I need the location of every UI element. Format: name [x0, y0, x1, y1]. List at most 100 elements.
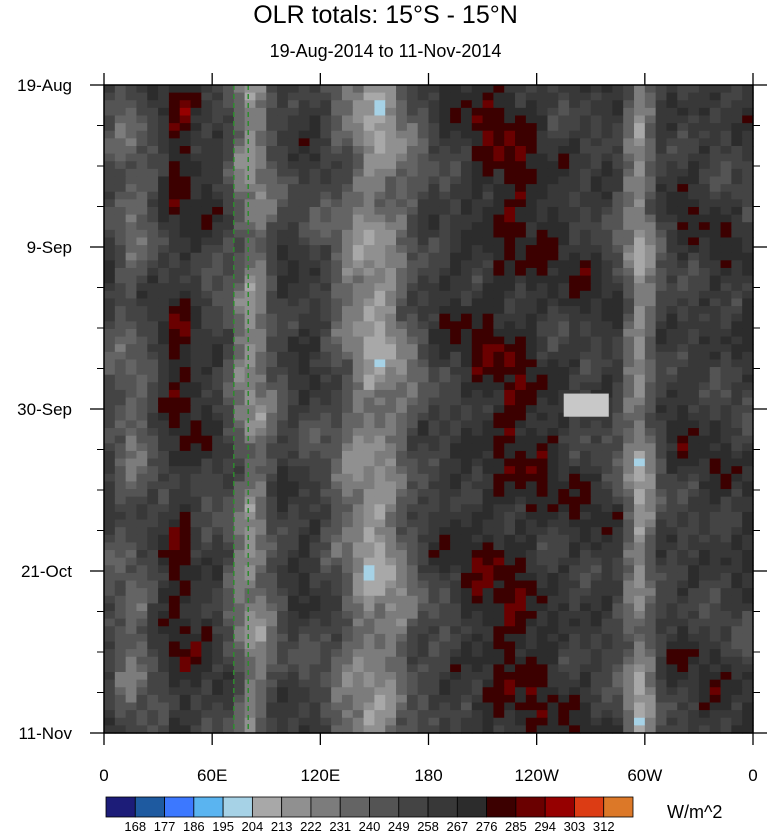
olr-cell: [655, 595, 668, 604]
olr-cell: [709, 115, 722, 124]
olr-cell: [698, 222, 711, 231]
olr-cell: [460, 382, 473, 391]
olr-cell: [212, 641, 224, 650]
olr-cell: [504, 359, 516, 368]
olr-cell: [114, 237, 127, 246]
olr-cell: [190, 694, 202, 704]
olr-cell: [709, 580, 722, 589]
olr-cell: [374, 130, 386, 139]
olr-cell: [114, 206, 127, 216]
olr-cell: [374, 603, 386, 612]
olr-cell: [698, 580, 711, 589]
olr-cell: [623, 511, 635, 521]
olr-cell: [688, 191, 700, 200]
olr-cell: [396, 328, 408, 338]
olr-cell: [439, 351, 451, 361]
olr-cell: [493, 85, 505, 94]
olr-cell: [439, 435, 451, 444]
olr-cell: [266, 603, 278, 612]
olr-cell: [244, 633, 257, 643]
olr-cell: [255, 107, 267, 117]
olr-cell: [212, 176, 224, 185]
olr-cell: [222, 473, 235, 483]
olr-cell: [406, 161, 419, 170]
olr-cell: [190, 565, 202, 574]
olr-cell: [482, 359, 494, 368]
olr-cell: [536, 336, 549, 345]
olr-cell: [579, 260, 592, 269]
olr-cell: [309, 92, 321, 101]
olr-cell: [179, 504, 192, 513]
olr-cell: [396, 694, 408, 704]
olr-cell: [104, 206, 116, 216]
olr-cell: [385, 519, 397, 528]
olr-cell: [439, 618, 451, 627]
olr-cell: [201, 534, 213, 544]
olr-cell: [536, 206, 549, 216]
olr-cell: [644, 267, 657, 277]
olr-cell: [396, 168, 408, 178]
olr-cell: [147, 557, 159, 566]
olr-cell: [277, 603, 289, 612]
olr-cell: [233, 237, 246, 246]
olr-cell: [634, 687, 646, 696]
olr-cell: [698, 527, 711, 536]
olr-cell: [190, 290, 202, 300]
olr-cell: [168, 260, 181, 269]
olr-cell: [666, 229, 678, 239]
olr-cell: [385, 473, 397, 483]
olr-cell: [536, 176, 549, 185]
olr-cell: [677, 267, 689, 277]
olr-cell: [287, 298, 300, 307]
olr-cell: [698, 679, 711, 688]
olr-cell: [190, 176, 202, 185]
olr-cell: [579, 321, 592, 330]
olr-cell: [331, 405, 343, 414]
olr-cell: [352, 351, 365, 361]
olr-cell: [190, 389, 202, 399]
olr-cell: [709, 92, 722, 101]
olr-cell: [720, 489, 732, 498]
olr-cell: [698, 572, 711, 582]
olr-cell: [385, 115, 397, 124]
olr-cell: [471, 481, 484, 490]
olr-cell: [601, 382, 613, 391]
olr-cell: [460, 222, 473, 231]
olr-cell: [634, 397, 646, 406]
olr-cell: [244, 298, 257, 307]
olr-cell: [482, 168, 494, 178]
olr-cell: [309, 290, 321, 300]
olr-cell: [688, 100, 700, 109]
olr-cell: [352, 344, 365, 353]
olr-cell: [341, 290, 354, 300]
olr-cell: [406, 298, 419, 307]
olr-cell: [104, 397, 116, 406]
olr-cell: [385, 687, 397, 696]
olr-cell: [266, 92, 278, 101]
olr-cell: [136, 161, 148, 170]
olr-cell: [201, 481, 213, 490]
olr-cell: [623, 382, 635, 391]
olr-cell: [277, 138, 289, 147]
olr-cell: [460, 283, 473, 292]
olr-cell: [547, 694, 559, 704]
olr-cell: [558, 267, 570, 277]
olr-cell: [417, 527, 430, 536]
olr-cell: [320, 321, 332, 330]
olr-cell: [179, 184, 192, 193]
olr-cell: [504, 100, 516, 109]
olr-cell: [460, 245, 473, 254]
olr-cell: [147, 222, 159, 231]
olr-cell: [677, 397, 689, 406]
olr-cell: [504, 458, 516, 467]
olr-cell: [136, 351, 148, 361]
olr-cell: [352, 85, 365, 94]
olr-cell: [222, 618, 235, 627]
olr-cell: [136, 557, 148, 566]
olr-cell: [201, 443, 213, 452]
olr-cell: [601, 168, 613, 178]
olr-cell: [179, 130, 192, 139]
olr-cell: [136, 260, 148, 269]
olr-cell: [385, 588, 397, 597]
olr-cell: [547, 702, 559, 711]
